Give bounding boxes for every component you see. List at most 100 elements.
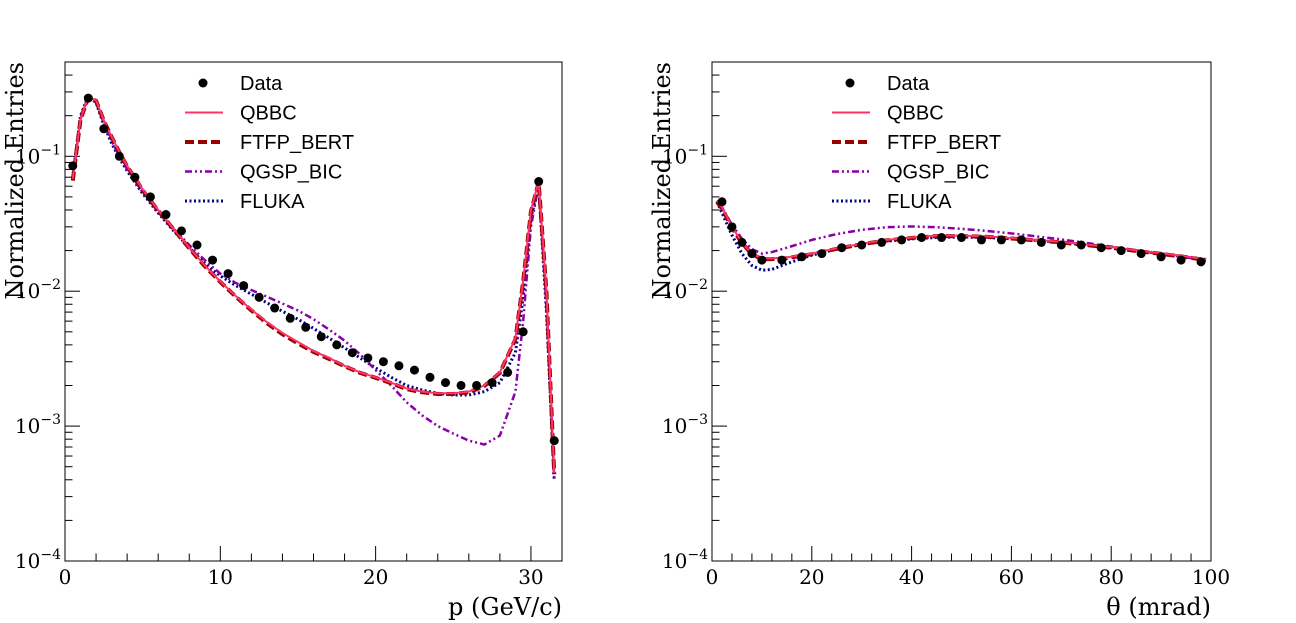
panel1-data-point [441,378,451,388]
panel1-legend-label-fluka: FLUKA [240,191,305,213]
panel1-data-point [549,436,559,446]
panel1-data-point [270,303,280,313]
panel2-data-point [957,233,966,243]
angle-panel: 0 20 40 60 80 100 10−4 10−3 10−2 10−1 θ (mrad) Norm… [648,61,1230,621]
panel1-x-tick-label: 20 [363,565,388,589]
panel1-data-point [130,172,140,182]
panel2-series-ftfp-bert-line [715,200,1207,263]
panel1-data-point [161,210,171,220]
panel1-legend-marker-data [198,78,208,88]
panel2-data-point [817,249,827,259]
panel1-data-point [409,365,419,375]
panel2-x-tick-label: 20 [799,565,824,589]
panel2-data-point [727,222,737,232]
panel1-data-point [316,332,326,342]
panel1-x-tick-label: 30 [518,565,543,589]
panel1-data-point [456,380,466,390]
panel1-plot-area [68,93,559,480]
panel2-x-tick-label: 40 [899,565,924,589]
panel2-y-tick-label: 10−4 [662,547,708,573]
panel2-data-point [1156,252,1166,262]
panel2-x-tick-label: 0 [706,565,719,589]
panel1-x-tick-label: 0 [59,565,72,589]
panel2-x-tick-label: 60 [999,565,1024,589]
panel2-data-point [1056,240,1066,250]
panel1-data-point [332,340,342,350]
panel2-legend-label-data: Data [887,73,930,95]
panel1-series-qgsp-bic-line [71,96,556,480]
panel1-x-tick-label: 10 [208,565,233,589]
panel1-y-axis-title: Normalized Entries [1,62,29,299]
panel1-legend-label-qbbc: QBBC [240,103,297,125]
panel1-data-point [534,177,544,187]
panel2-data-point [797,252,807,262]
panel1-data-point [192,240,202,250]
panel2-series-qbbc-line [716,199,1207,261]
panel2-legend-label-fluka: FLUKA [887,191,952,213]
panel2-data-point [777,255,787,265]
panel2-legend-label-qbbc: QBBC [887,103,944,125]
panel1-y-tick-label: 10−2 [15,277,61,303]
panel2-data-point [1036,237,1046,247]
panel1-data-point [239,281,249,291]
panel2-data-point [1176,255,1186,265]
panel1-data-point [472,380,482,390]
panel2-data-point [1116,246,1126,256]
panel2-legend-label-ftfp-bert: FTFP_BERT [887,132,1001,154]
panel2-data-point [877,237,887,247]
panel2-data-point [1196,257,1206,267]
panel2-data-point [857,240,867,250]
panel2-data-point [1136,249,1146,259]
panel1-x-axis-title: p (GeV/c) [448,593,562,621]
panel2-legend: Data QBBC FTFP_BERT QGSP_BIC FLUKA [832,73,1001,213]
panel1-data-point [68,161,78,171]
panel1-data-point [425,372,435,382]
panel1-y-tick-label: 10−3 [15,412,61,438]
panel2-data-point [897,235,907,245]
panel1-y-tick-label: 10−1 [15,142,61,168]
panel1-data-point [487,378,497,388]
panel1-data-point [363,353,373,363]
panel2-data-point [757,255,767,265]
panel2-x-tick-label: 100 [1192,565,1230,589]
panel1-data-point [394,361,404,371]
momentum-panel: 0 10 20 30 10−4 10−3 10−2 10−1 p (GeV/c) Normaliz… [1,61,563,621]
panel2-x-axis-title: θ (mrad) [1106,593,1211,621]
panel1-legend: Data QBBC FTFP_BERT QGSP_BIC FLUKA [185,73,354,213]
panel1-data-point [503,367,513,377]
panel2-data-point [996,235,1006,245]
panel2-plot-frame [711,61,1212,562]
panel1-data-point [145,192,155,202]
panel1-data-point [254,292,264,302]
panel1-data-point [347,348,357,358]
panel2-data-point [1096,243,1106,253]
panel1-data-point [301,322,311,332]
panel2-y-axis-title: Normalized Entries [648,62,676,299]
panel2-y-tick-label: 10−1 [662,142,708,168]
panel1-data-point [285,313,295,323]
panel1-series-ftfp-bert-line [70,95,557,475]
panel2-data-point [1016,235,1026,245]
panel1-data-point [223,269,233,279]
panel1-data-point [176,226,186,236]
panel2-legend-label-qgsp-bic: QGSP_BIC [887,162,989,184]
panel1-data-point [378,357,388,367]
panel1-data-point [83,93,93,103]
panel1-legend-label-qgsp-bic: QGSP_BIC [240,162,342,184]
panel2-x-tick-label: 80 [1098,565,1123,589]
panel1-legend-label-data: Data [240,73,283,95]
panel2-legend-marker-data [845,78,855,88]
panel2-y-tick-label: 10−3 [662,412,708,438]
panel1-data-point [518,327,528,337]
panel2-data-point [976,235,986,245]
panel1-y-tick-label: 10−4 [15,547,61,573]
panel2-data-point [917,233,927,243]
panel1-legend-label-ftfp-bert: FTFP_BERT [240,132,354,154]
panel2-data-point [937,233,947,243]
panel1-data-point [99,124,109,134]
panel2-data-point [737,237,747,247]
panel1-data-point [114,151,124,161]
panel2-plot-area [715,197,1207,272]
panel1-data-point [208,255,218,265]
